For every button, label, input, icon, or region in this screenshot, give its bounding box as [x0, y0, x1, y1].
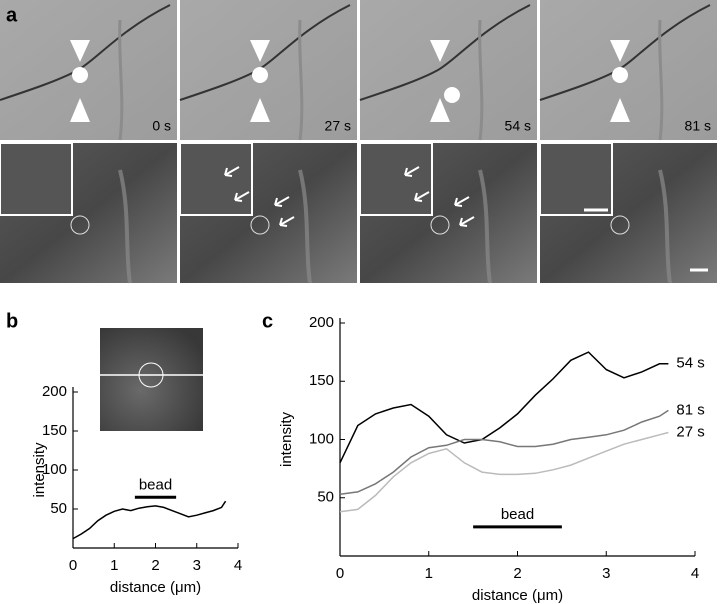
panel-label: b — [6, 310, 18, 332]
annotation: bead — [139, 476, 172, 493]
y-tick-label: 100 — [42, 461, 67, 478]
arrow — [279, 216, 295, 227]
dic-image — [0, 0, 177, 140]
arrow — [459, 216, 475, 227]
bead-outline — [250, 215, 270, 235]
data-line — [72, 500, 227, 540]
arrow — [404, 166, 420, 177]
x-tick-label: 4 — [691, 565, 699, 582]
x-tick-label: 3 — [602, 565, 610, 582]
arrow — [454, 196, 470, 207]
frame-time: 81 s — [685, 118, 711, 134]
filament — [118, 169, 132, 284]
x-axis-label: distance (μm) — [472, 587, 563, 604]
x-tick-label: 2 — [513, 565, 521, 582]
frame-time: 54 s — [505, 118, 531, 134]
bead-outline — [610, 215, 630, 235]
x-axis-label: distance (μm) — [110, 579, 201, 596]
series-label: 54 s — [676, 355, 704, 372]
y-tick-label: 50 — [317, 489, 334, 506]
y-tick-label: 50 — [50, 500, 67, 517]
inset — [539, 142, 613, 216]
series-label: 27 s — [676, 423, 704, 440]
filament — [298, 169, 312, 284]
filament — [658, 169, 672, 284]
data-line — [339, 409, 669, 496]
y-tick-label: 200 — [309, 314, 334, 331]
y-tick-label: 200 — [42, 383, 67, 400]
dic-image — [360, 0, 537, 140]
panel-label: a — [6, 4, 18, 26]
bead-outline — [70, 215, 90, 235]
bead — [252, 67, 268, 83]
x-tick-label: 2 — [151, 557, 159, 574]
bead-outline — [430, 215, 450, 235]
data-line — [339, 351, 669, 464]
annotation: bead — [501, 506, 534, 523]
arrowhead — [610, 40, 630, 62]
bead — [72, 67, 88, 83]
inset — [0, 142, 73, 216]
x-tick-label: 1 — [110, 557, 118, 574]
frame-time: 0 s — [152, 118, 171, 134]
y-tick-label: 150 — [42, 422, 67, 439]
bead — [612, 67, 628, 83]
neurite — [359, 4, 531, 101]
arrowhead — [250, 40, 270, 62]
y-axis-label: intensity — [31, 442, 48, 498]
arrowhead — [430, 98, 450, 122]
x-tick-label: 0 — [69, 557, 77, 574]
frame-time: 27 s — [325, 118, 351, 134]
x-tick-label: 3 — [193, 557, 201, 574]
neurite — [118, 19, 124, 141]
inset — [179, 142, 253, 216]
bead — [444, 87, 460, 103]
neurite — [478, 19, 484, 141]
arrow — [414, 191, 430, 202]
series-label: 81 s — [676, 401, 704, 418]
neurite — [298, 19, 304, 141]
inset — [359, 142, 433, 216]
arrow — [274, 196, 290, 207]
arrowhead — [250, 98, 270, 122]
inset-image — [100, 328, 203, 431]
y-axis-label: intensity — [278, 411, 295, 467]
x-tick-label: 0 — [336, 565, 344, 582]
dic-image — [180, 0, 357, 140]
arrowhead — [70, 98, 90, 122]
panel-label: c — [262, 310, 273, 332]
arrow — [234, 191, 250, 202]
filament — [478, 169, 492, 284]
data-line — [339, 431, 669, 513]
neurite — [658, 19, 664, 141]
micrograph-grid: 0 s 27 s 54 s 81 s — [0, 0, 717, 284]
y-tick-label: 150 — [309, 372, 334, 389]
arrow — [224, 166, 240, 177]
x-tick-label: 1 — [425, 565, 433, 582]
y-tick-label: 100 — [309, 430, 334, 447]
dic-image — [540, 0, 717, 140]
arrowhead — [430, 40, 450, 62]
arrowhead — [610, 98, 630, 122]
x-tick-label: 4 — [234, 557, 242, 574]
arrowhead — [70, 40, 90, 62]
